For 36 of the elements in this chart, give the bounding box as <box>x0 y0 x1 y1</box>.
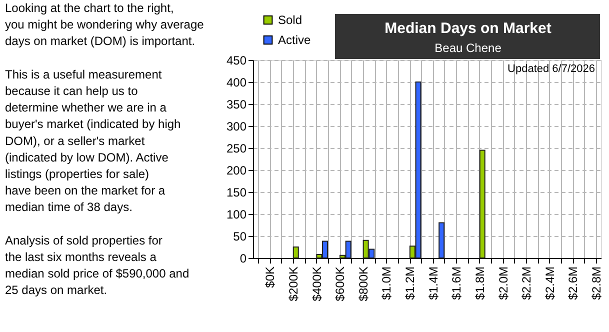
y-tick-label: 300 <box>226 120 247 134</box>
y-tick-label: 400 <box>226 76 247 90</box>
text: Analysis of sold properties for the last six months reveals a median sold price of $590,000 and 25 days on market. <box>5 233 190 298</box>
y-tick-label: 250 <box>226 142 247 156</box>
legend-label: Active <box>278 33 312 47</box>
y-tick-label: 350 <box>226 98 247 112</box>
x-tick-label: $600K <box>333 266 348 302</box>
y-tick-label: 200 <box>226 164 247 178</box>
x-tick-label: $200K <box>286 266 300 302</box>
annotation: Updated 6/7/2026 <box>508 63 595 75</box>
x-tick-label: $2.4M <box>542 266 557 300</box>
y-tick-label: 100 <box>226 208 247 222</box>
y-tick-label: 0 <box>240 252 247 266</box>
bar <box>438 222 445 258</box>
x-tick-label: $1.0M <box>380 266 394 300</box>
x-tick-label: $2.8M <box>590 266 604 300</box>
x-tick-label: $800K <box>356 266 370 302</box>
text: This is a useful measurement because it can help us to determine whether we are in a buyer's market (indicated by high DOM), or a seller's market (indicated by low DOM). Active listings (properties for sale) have been on the market for a median time of 38 days. <box>5 67 181 214</box>
x-tick-label: $400K <box>310 266 324 302</box>
bar <box>292 246 299 258</box>
chart-title: Median Days on Market <box>384 20 552 37</box>
x-tick-label: $2.0M <box>496 266 510 300</box>
bar <box>479 150 486 258</box>
chart-subtitle: Beau Chene <box>434 41 502 55</box>
x-tick-label: $0K <box>263 266 278 288</box>
x-tick-label: $1.2M <box>403 266 418 300</box>
text: Looking at the chart to the right, you might be wondering why average days on market (DOM) is important. <box>5 1 204 48</box>
x-tick-label: $1.8M <box>472 266 487 300</box>
y-tick-label: 450 <box>226 54 247 68</box>
y-tick-label: 150 <box>226 186 247 200</box>
legend-label: Sold <box>278 13 302 27</box>
x-tick-label: $1.6M <box>450 266 464 300</box>
x-tick-label: $2.6M <box>566 266 580 300</box>
x-tick-label: $1.4M <box>426 266 440 300</box>
y-tick-label: 50 <box>233 230 247 244</box>
x-tick-label: $2.2M <box>520 266 534 300</box>
